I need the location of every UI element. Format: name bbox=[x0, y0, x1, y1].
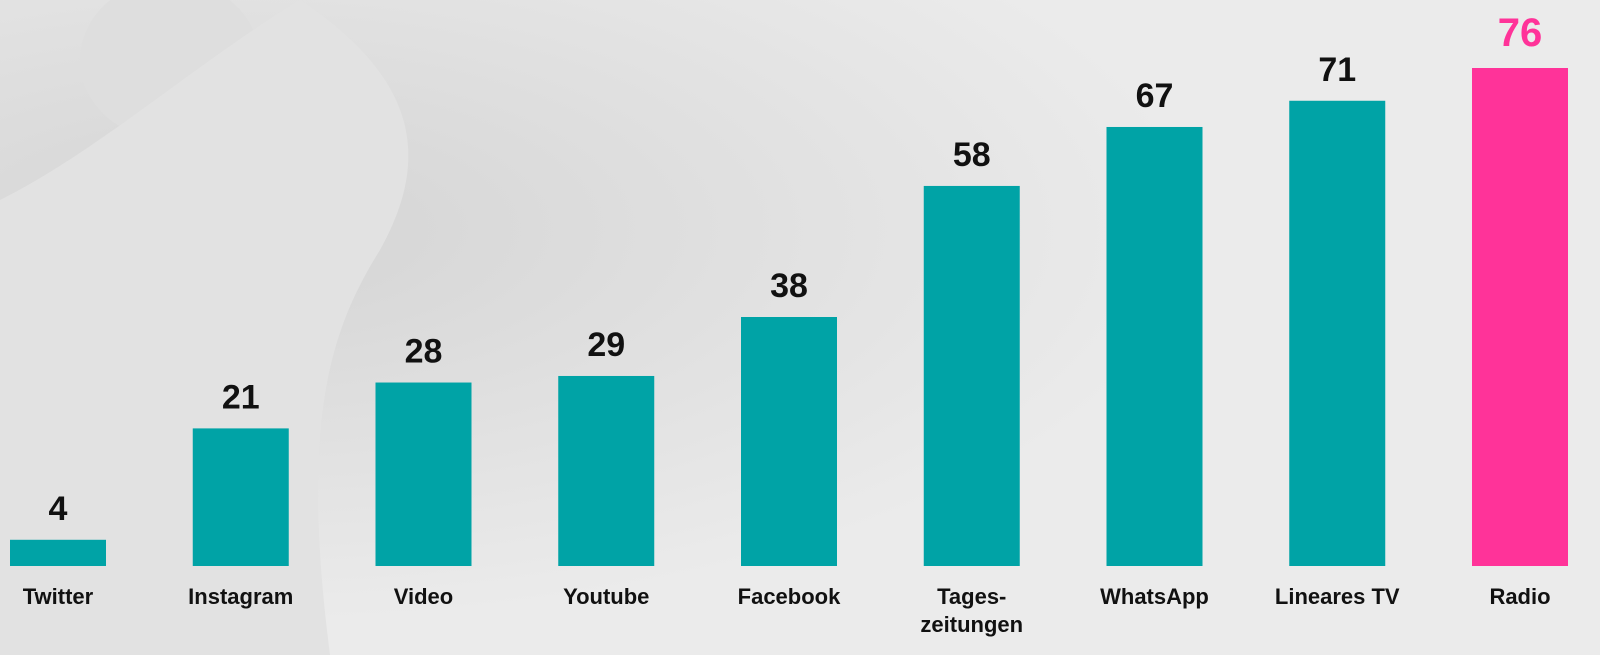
value-label: 58 bbox=[953, 136, 991, 174]
value-label: 38 bbox=[770, 267, 808, 305]
bar bbox=[192, 428, 289, 566]
value-label: 4 bbox=[49, 490, 68, 528]
x-tick-label: Video bbox=[393, 584, 454, 609]
bar bbox=[923, 185, 1020, 566]
value-label: 29 bbox=[587, 326, 625, 364]
value-label: 67 bbox=[1136, 77, 1174, 115]
value-label: 71 bbox=[1318, 51, 1356, 89]
bar bbox=[558, 375, 655, 566]
decor-figure bbox=[0, 0, 409, 655]
bar bbox=[375, 382, 472, 566]
x-tick-label: Youtube bbox=[563, 584, 650, 609]
x-tick-label: Radio bbox=[1489, 584, 1551, 609]
bar bbox=[1472, 68, 1568, 566]
bar bbox=[1289, 100, 1386, 567]
bar bbox=[10, 539, 106, 566]
value-label: 76 bbox=[1498, 11, 1543, 55]
x-tick-label: Facebook bbox=[737, 584, 841, 609]
bar bbox=[1106, 126, 1203, 566]
value-label: 28 bbox=[405, 333, 443, 371]
x-tick-label: Tages- zeitungen bbox=[920, 584, 1024, 637]
bar bbox=[741, 317, 837, 566]
value-label: 21 bbox=[222, 378, 260, 416]
x-tick-label: Lineares TV bbox=[1274, 584, 1400, 609]
x-tick-label: WhatsApp bbox=[1100, 584, 1209, 609]
x-tick-label: Twitter bbox=[22, 584, 94, 609]
x-tick-label: Instagram bbox=[188, 584, 294, 609]
